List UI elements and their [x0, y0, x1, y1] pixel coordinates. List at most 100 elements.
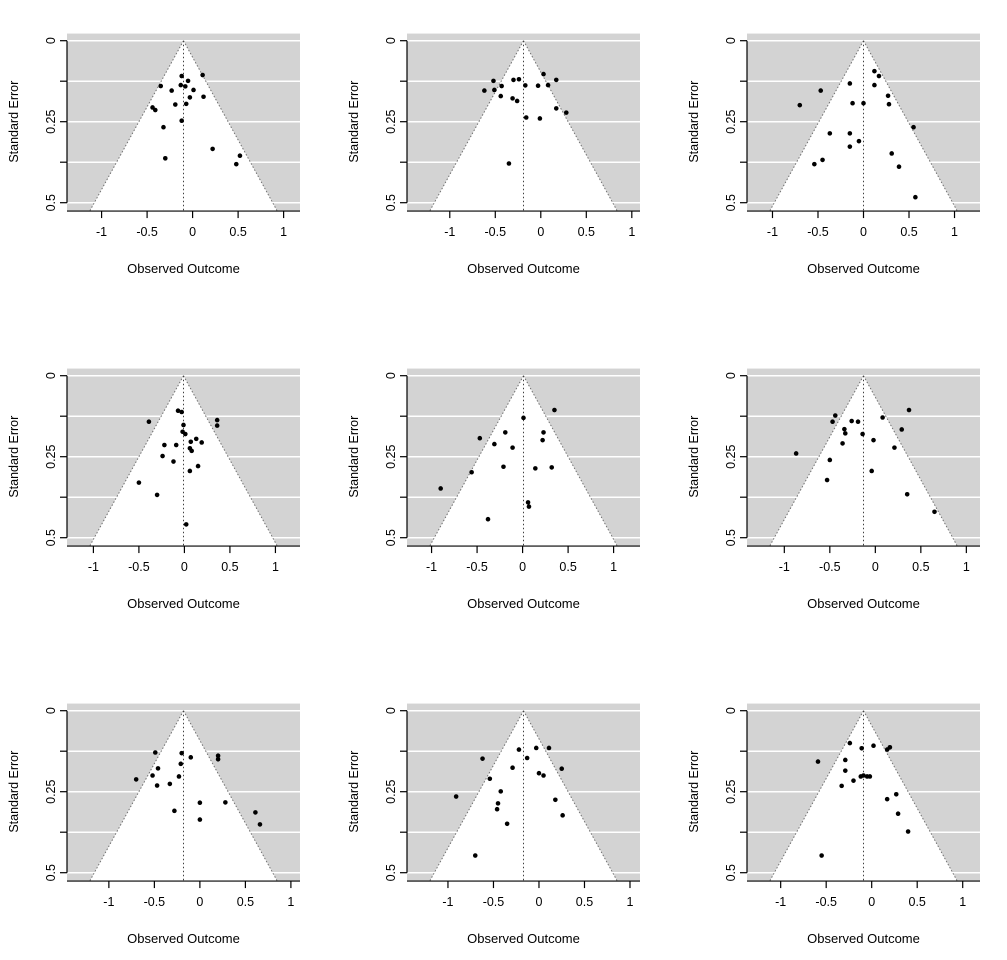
study-point [540, 437, 545, 443]
study-point [193, 436, 199, 442]
study-point [884, 796, 890, 802]
study-point [523, 83, 528, 88]
funnel-plot-r1c2: 0 0.25 0.5 Standard Error -1 -0.5 0 0.5 1 Observe… [347, 33, 640, 276]
study-point [906, 407, 912, 413]
study-point [215, 753, 221, 759]
study-point [892, 445, 897, 450]
y-tick-label: 0 [384, 37, 398, 44]
funnel-plot-r3c1: 0 0.25 0.5 Standard Error -1 -0.5 0 0.5 1 Observe… [7, 703, 300, 946]
y-tick-label: 0.25 [724, 779, 738, 803]
study-point [223, 800, 228, 805]
data-points [136, 408, 220, 527]
funnel-plot-r3c3: 0 0.25 0.5 Standard Error -1 -0.5 0 0.5 1 Observe… [687, 703, 980, 946]
study-point [183, 522, 189, 527]
data-points [482, 71, 569, 166]
study-point [453, 794, 459, 799]
study-point [553, 77, 559, 83]
x-tick-label: 0 [519, 560, 526, 574]
study-point [559, 766, 565, 771]
study-point [492, 87, 497, 93]
y-tick-label: 0.5 [724, 194, 738, 211]
study-point [491, 78, 496, 84]
funnel-panel-r1c2: 0 0.25 0.5 Standard Error -1 -0.5 0 0.5 1 Observe… [340, 0, 680, 290]
study-point [162, 156, 168, 161]
study-point [179, 73, 184, 79]
study-point [872, 68, 877, 74]
study-point [552, 407, 557, 413]
study-point [152, 107, 158, 113]
study-point [887, 745, 893, 750]
x-tick-label: -1 [103, 895, 114, 909]
study-point [861, 773, 866, 778]
y-tick-label: 0.5 [384, 864, 398, 881]
y-axis-title: Standard Error [687, 751, 701, 833]
study-point [179, 750, 184, 756]
x-axis-title: Observed Outcome [467, 931, 580, 946]
x-axis-title: Observed Outcome [127, 261, 240, 276]
study-point [183, 431, 188, 437]
study-point [150, 773, 155, 778]
study-point [178, 761, 184, 767]
study-point [818, 88, 824, 93]
funnel-edges [89, 40, 278, 211]
study-point [504, 821, 510, 827]
study-point [871, 743, 876, 748]
study-point [257, 822, 263, 827]
funnel-panel-r3c2: 0 0.25 0.5 Standard Error -1 -0.5 0 0.5 1 Observe… [340, 670, 680, 960]
y-axis-title: Standard Error [7, 751, 21, 833]
study-point [183, 101, 189, 107]
x-tick-label: 0 [196, 895, 203, 909]
funnel-edges [769, 375, 958, 546]
study-point [201, 94, 206, 100]
study-point [498, 93, 504, 99]
study-point [480, 756, 485, 761]
data-points [438, 407, 557, 522]
study-point [158, 83, 164, 89]
x-tick-label: -0.5 [128, 560, 150, 574]
study-point [812, 161, 817, 167]
study-point [492, 441, 497, 447]
study-point [253, 810, 258, 815]
x-tick-label: 0.5 [909, 895, 926, 909]
study-point [793, 451, 799, 456]
study-point [840, 441, 845, 446]
study-point [173, 102, 178, 107]
funnel-edges [89, 375, 278, 546]
y-axis-title: Standard Error [347, 751, 361, 833]
study-point [485, 516, 491, 522]
study-point [824, 477, 830, 483]
funnel-panel-r2c2: 0 0.25 0.5 Standard Error -1 -0.5 0 0.5 1 Observe… [340, 335, 680, 625]
data-points [453, 745, 565, 858]
y-axis [400, 710, 408, 874]
study-point [154, 492, 160, 498]
study-point [161, 124, 166, 130]
x-axis-title: Observed Outcome [807, 596, 920, 611]
x-tick-label: -1 [779, 560, 790, 574]
x-tick-label: 0.5 [229, 225, 246, 239]
x-axis [407, 210, 640, 219]
study-point [510, 765, 515, 771]
y-axis [740, 710, 748, 874]
study-point [498, 789, 504, 794]
study-point [155, 766, 161, 771]
funnel-panel-r2c3: 0 0.25 0.5 Standard Error -1 -0.5 0 0.5 1 Observe… [680, 335, 1007, 625]
x-tick-label: -1 [96, 225, 107, 239]
study-point [197, 800, 203, 806]
study-point [847, 81, 853, 86]
study-point [499, 83, 504, 89]
y-axis [60, 710, 68, 874]
y-tick-label: 0.5 [724, 864, 738, 881]
y-axis [400, 375, 408, 539]
x-axis [67, 210, 300, 219]
y-axis [740, 40, 748, 204]
x-tick-label: 0.5 [576, 895, 593, 909]
data-points [133, 750, 263, 827]
study-point [533, 466, 538, 471]
study-point [181, 422, 186, 428]
study-point [899, 427, 905, 432]
study-point [850, 100, 855, 106]
y-tick-label: 0.25 [384, 109, 398, 133]
x-axis-title: Observed Outcome [467, 596, 580, 611]
x-tick-label: -1 [88, 560, 99, 574]
study-point [523, 115, 529, 120]
